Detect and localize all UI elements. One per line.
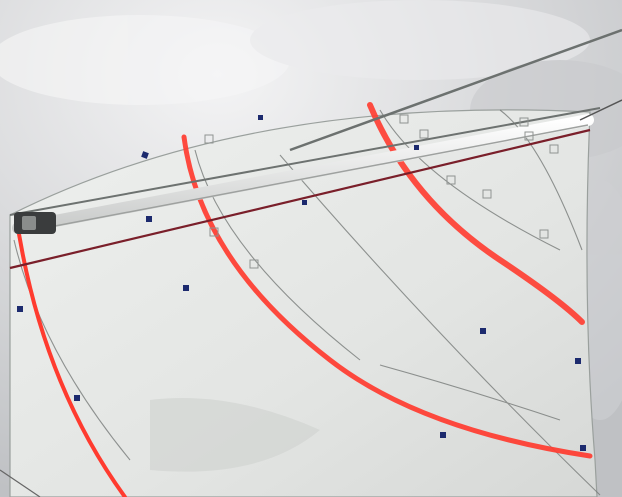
- sail-markers: [17, 115, 586, 451]
- sail-patches: [204, 114, 559, 269]
- boom-edge: [17, 124, 589, 234]
- stripe-2: [181, 134, 593, 459]
- rigging-lines: [0, 28, 622, 497]
- boom: [12, 114, 594, 234]
- boom-fitting: [14, 212, 56, 234]
- stripe-1: [14, 213, 127, 497]
- sail-shadow: [150, 398, 320, 472]
